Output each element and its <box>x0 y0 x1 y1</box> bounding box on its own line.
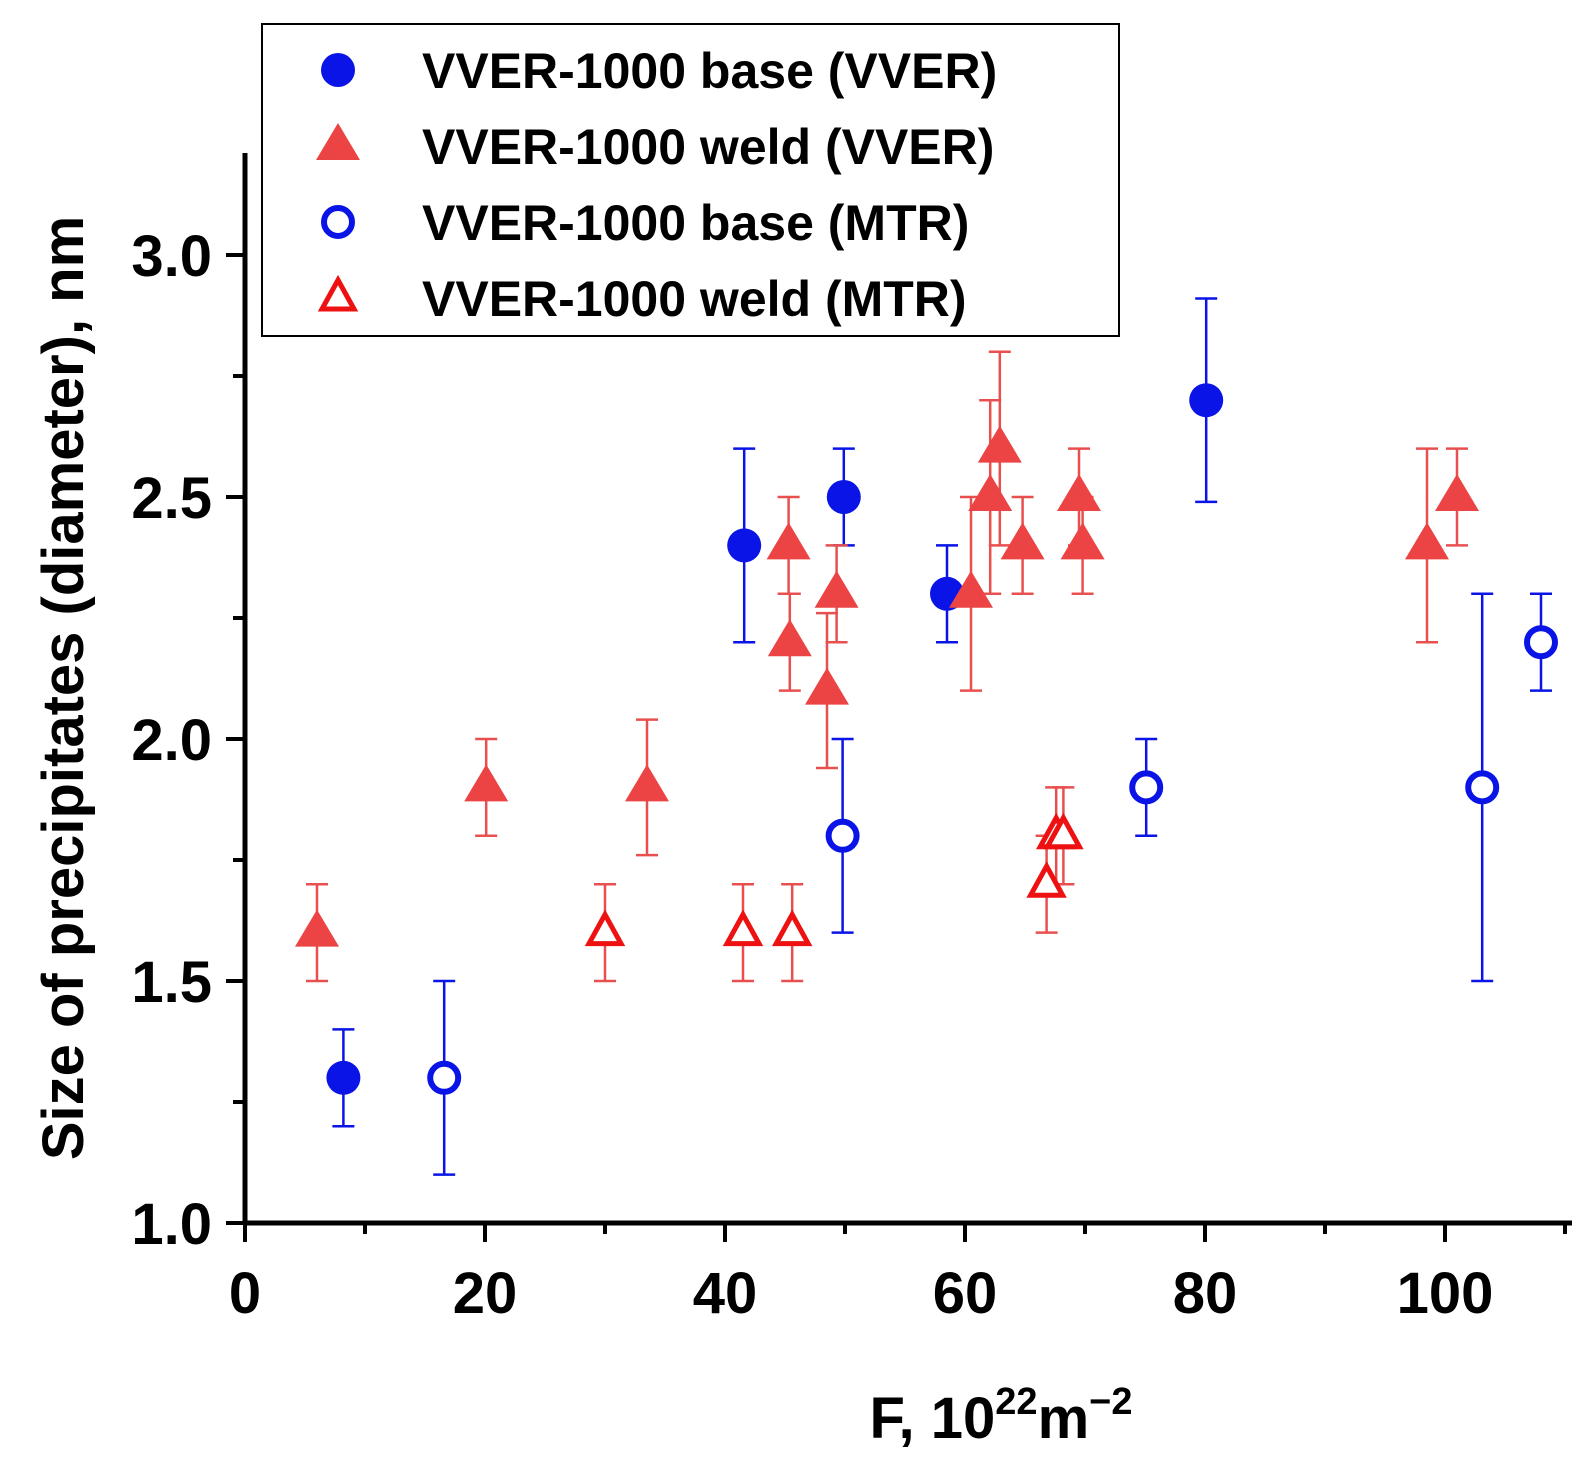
x-tick-label: 0 <box>229 1261 261 1326</box>
x-axis-title-exponent-2: −2 <box>1089 1381 1132 1423</box>
data-point <box>1524 625 1558 660</box>
legend-label: VVER-1000 base (MTR) <box>422 195 969 251</box>
data-point <box>825 818 860 853</box>
data-point <box>805 667 849 705</box>
x-tick-label: 60 <box>933 1261 998 1326</box>
x-tick-label: 40 <box>693 1261 758 1326</box>
legend: VVER-1000 base (VVER) VVER-1000 weld (VVE… <box>261 23 1120 337</box>
x-axis-title: F, 1022m−2 <box>870 1381 1133 1451</box>
data-point <box>326 1060 361 1095</box>
y-axis-title: Size of precipitates (diameter), nm <box>31 216 96 1160</box>
data-point <box>727 528 762 563</box>
data-point <box>1465 770 1500 805</box>
data-point <box>968 474 1013 511</box>
data-point <box>1057 474 1101 511</box>
error-bars-layer <box>306 297 1552 1176</box>
data-point <box>766 522 811 560</box>
ticks: 0 20 40 60 80 100 1.0 1.5 2.0 2.5 3.0 <box>131 224 1567 1326</box>
x-axis-title-unit: m <box>1038 1386 1090 1451</box>
y-tick-label: 2.5 <box>131 466 212 531</box>
data-point <box>722 909 764 947</box>
legend-marker <box>321 205 355 239</box>
y-tick-label: 3.0 <box>131 224 212 289</box>
data-point <box>1405 522 1449 560</box>
x-tick-label: 80 <box>1173 1261 1238 1326</box>
data-point <box>464 764 509 802</box>
data-point <box>767 619 812 657</box>
data-point <box>771 909 813 947</box>
data-point <box>826 480 861 514</box>
legend-label: VVER-1000 weld (MTR) <box>422 271 967 327</box>
y-tick-label: 1.0 <box>131 1192 212 1257</box>
data-point <box>1435 474 1479 511</box>
data-point <box>584 909 626 947</box>
markers-layer <box>295 383 1558 1095</box>
data-point <box>625 764 669 802</box>
legend-label: VVER-1000 base (VVER) <box>422 43 997 99</box>
x-tick-label: 100 <box>1397 1261 1494 1326</box>
x-axis-title-base: F, 10 <box>870 1386 996 1451</box>
legend-box <box>261 23 1120 337</box>
legend-marker <box>316 123 360 160</box>
data-point <box>1189 383 1224 418</box>
legend-marker <box>317 274 359 312</box>
y-tick-label: 1.5 <box>131 950 212 1015</box>
data-point <box>949 570 993 608</box>
data-point <box>977 425 1022 463</box>
y-tick-label: 2.0 <box>131 708 212 773</box>
legend-label: VVER-1000 weld (VVER) <box>422 119 994 175</box>
x-axis-title-exponent-1: 22 <box>995 1381 1037 1423</box>
x-tick-label: 20 <box>453 1261 518 1326</box>
legend-marker <box>321 53 355 87</box>
data-point <box>427 1060 462 1095</box>
data-point <box>1043 812 1084 850</box>
data-point <box>1060 522 1105 560</box>
data-point <box>295 909 339 947</box>
axes: 0 20 40 60 80 100 1.0 1.5 2.0 2.5 3.0 <box>131 153 1572 1326</box>
data-point <box>1000 522 1045 560</box>
data-point <box>814 570 859 608</box>
data-point <box>1026 861 1067 898</box>
data-point <box>1129 770 1164 805</box>
